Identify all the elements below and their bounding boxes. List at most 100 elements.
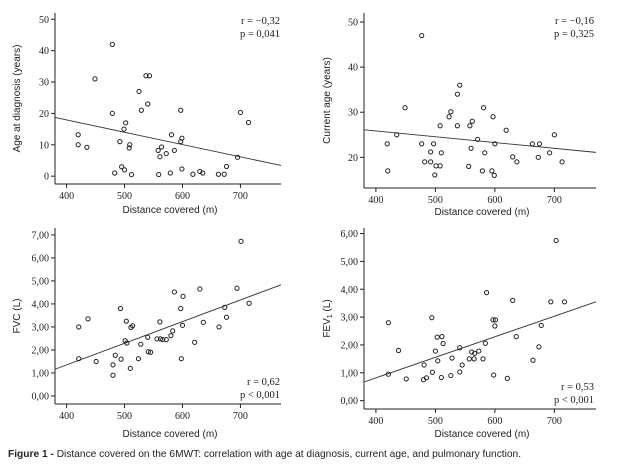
y-tick-label: 3,00 <box>341 313 359 324</box>
x-tick-label: 600 <box>487 195 502 206</box>
data-point <box>117 139 123 145</box>
y-tick-label: 1,00 <box>341 368 359 379</box>
data-point <box>123 318 129 324</box>
regression-line <box>54 117 282 166</box>
chart-panel-age-diagnosis: 0 10 20 30 40 50 400 500 600 700 Distance covered … <box>12 13 282 216</box>
x-tick-label: 600 <box>175 191 190 202</box>
data-point <box>561 299 568 305</box>
data-point <box>457 369 463 375</box>
data-point <box>138 341 144 347</box>
data-point <box>431 141 437 147</box>
data-point <box>491 172 497 178</box>
data-point <box>143 73 149 79</box>
x-tick-label: 600 <box>487 416 502 427</box>
regression-line <box>363 129 597 153</box>
data-point <box>448 109 454 115</box>
data-point <box>163 150 169 157</box>
correlation-r-label: r = 0,62 <box>247 377 280 388</box>
data-point <box>476 348 482 354</box>
data-point <box>439 334 445 340</box>
regression-line <box>54 284 282 370</box>
data-point <box>215 171 222 177</box>
y-tick-label: 5,00 <box>341 257 359 268</box>
data-point <box>92 76 98 82</box>
y-tick-label: 50 <box>348 18 358 29</box>
p-value-label: p = 0,041 <box>240 29 280 40</box>
data-point <box>536 344 542 350</box>
data-point <box>168 333 174 339</box>
data-point <box>454 91 460 97</box>
y-tick-label: 10 <box>39 140 49 151</box>
y-tick-label: 0,00 <box>32 391 50 402</box>
y-tick-label: 3,00 <box>32 322 50 333</box>
data-point <box>469 349 475 355</box>
data-point <box>480 356 486 362</box>
data-point <box>483 290 490 296</box>
data-point <box>156 171 162 178</box>
data-point <box>110 362 116 368</box>
data-point <box>530 357 536 363</box>
data-point <box>559 159 565 165</box>
data-point <box>538 322 544 329</box>
data-point <box>163 336 169 343</box>
x-axis-title: Distance covered (m) <box>122 429 217 440</box>
data-point <box>246 300 252 306</box>
data-point <box>438 374 444 381</box>
y-tick-label: 7,00 <box>32 230 50 241</box>
data-point <box>535 154 541 160</box>
data-point <box>146 73 153 79</box>
data-point <box>423 375 430 381</box>
data-point <box>419 141 425 147</box>
data-point <box>385 320 391 326</box>
data-point <box>536 141 543 147</box>
data-point <box>179 322 186 328</box>
correlation-r-label: r = 0,53 <box>561 382 594 393</box>
data-point <box>136 88 142 95</box>
data-point <box>130 323 136 329</box>
chart-panel-fvc: 0,00 1,00 2,00 3,00 4,00 5,00 6,00 7,00 400 500 60… <box>12 228 282 440</box>
data-point <box>117 305 124 312</box>
data-point <box>514 159 520 165</box>
data-point <box>437 163 443 169</box>
data-point <box>178 356 184 362</box>
x-tick-label: 600 <box>175 411 190 422</box>
data-point <box>127 365 133 371</box>
data-point <box>75 142 81 148</box>
y-tick-label: 0 <box>44 172 49 183</box>
y-tick-label: 40 <box>39 46 49 57</box>
data-point <box>121 167 128 173</box>
data-point <box>480 105 487 111</box>
x-tick-label: 500 <box>117 411 132 422</box>
data-point <box>180 293 186 299</box>
data-point <box>492 141 498 147</box>
data-point <box>223 314 230 320</box>
data-point <box>553 237 559 244</box>
data-point <box>482 340 488 346</box>
data-point <box>109 110 115 117</box>
data-point <box>124 340 130 346</box>
y-tick-label: 4,00 <box>341 285 359 296</box>
data-point <box>510 154 516 160</box>
data-point <box>432 172 438 178</box>
data-point <box>167 170 173 176</box>
data-point <box>467 123 473 129</box>
data-point <box>171 147 177 154</box>
y-tick-label: 0,00 <box>341 396 359 407</box>
y-axis-title-main: FEV <box>322 318 333 338</box>
data-point <box>128 171 135 178</box>
data-point <box>394 132 400 138</box>
data-point <box>223 163 230 170</box>
x-tick-label: 700 <box>547 416 562 427</box>
correlation-r-label: r = −0,32 <box>241 16 280 27</box>
data-point <box>197 286 203 292</box>
data-point <box>155 147 161 154</box>
data-point <box>179 135 185 141</box>
data-point <box>482 150 488 156</box>
data-point <box>469 118 475 124</box>
data-point <box>489 168 495 174</box>
x-tick-label: 400 <box>59 191 74 202</box>
data-point <box>148 349 154 355</box>
data-point <box>118 356 124 362</box>
chart-panel-current-age: 20 30 40 50 400 500 600 700 Distance covered (m)… <box>322 13 597 218</box>
x-tick-label: 400 <box>368 195 383 206</box>
